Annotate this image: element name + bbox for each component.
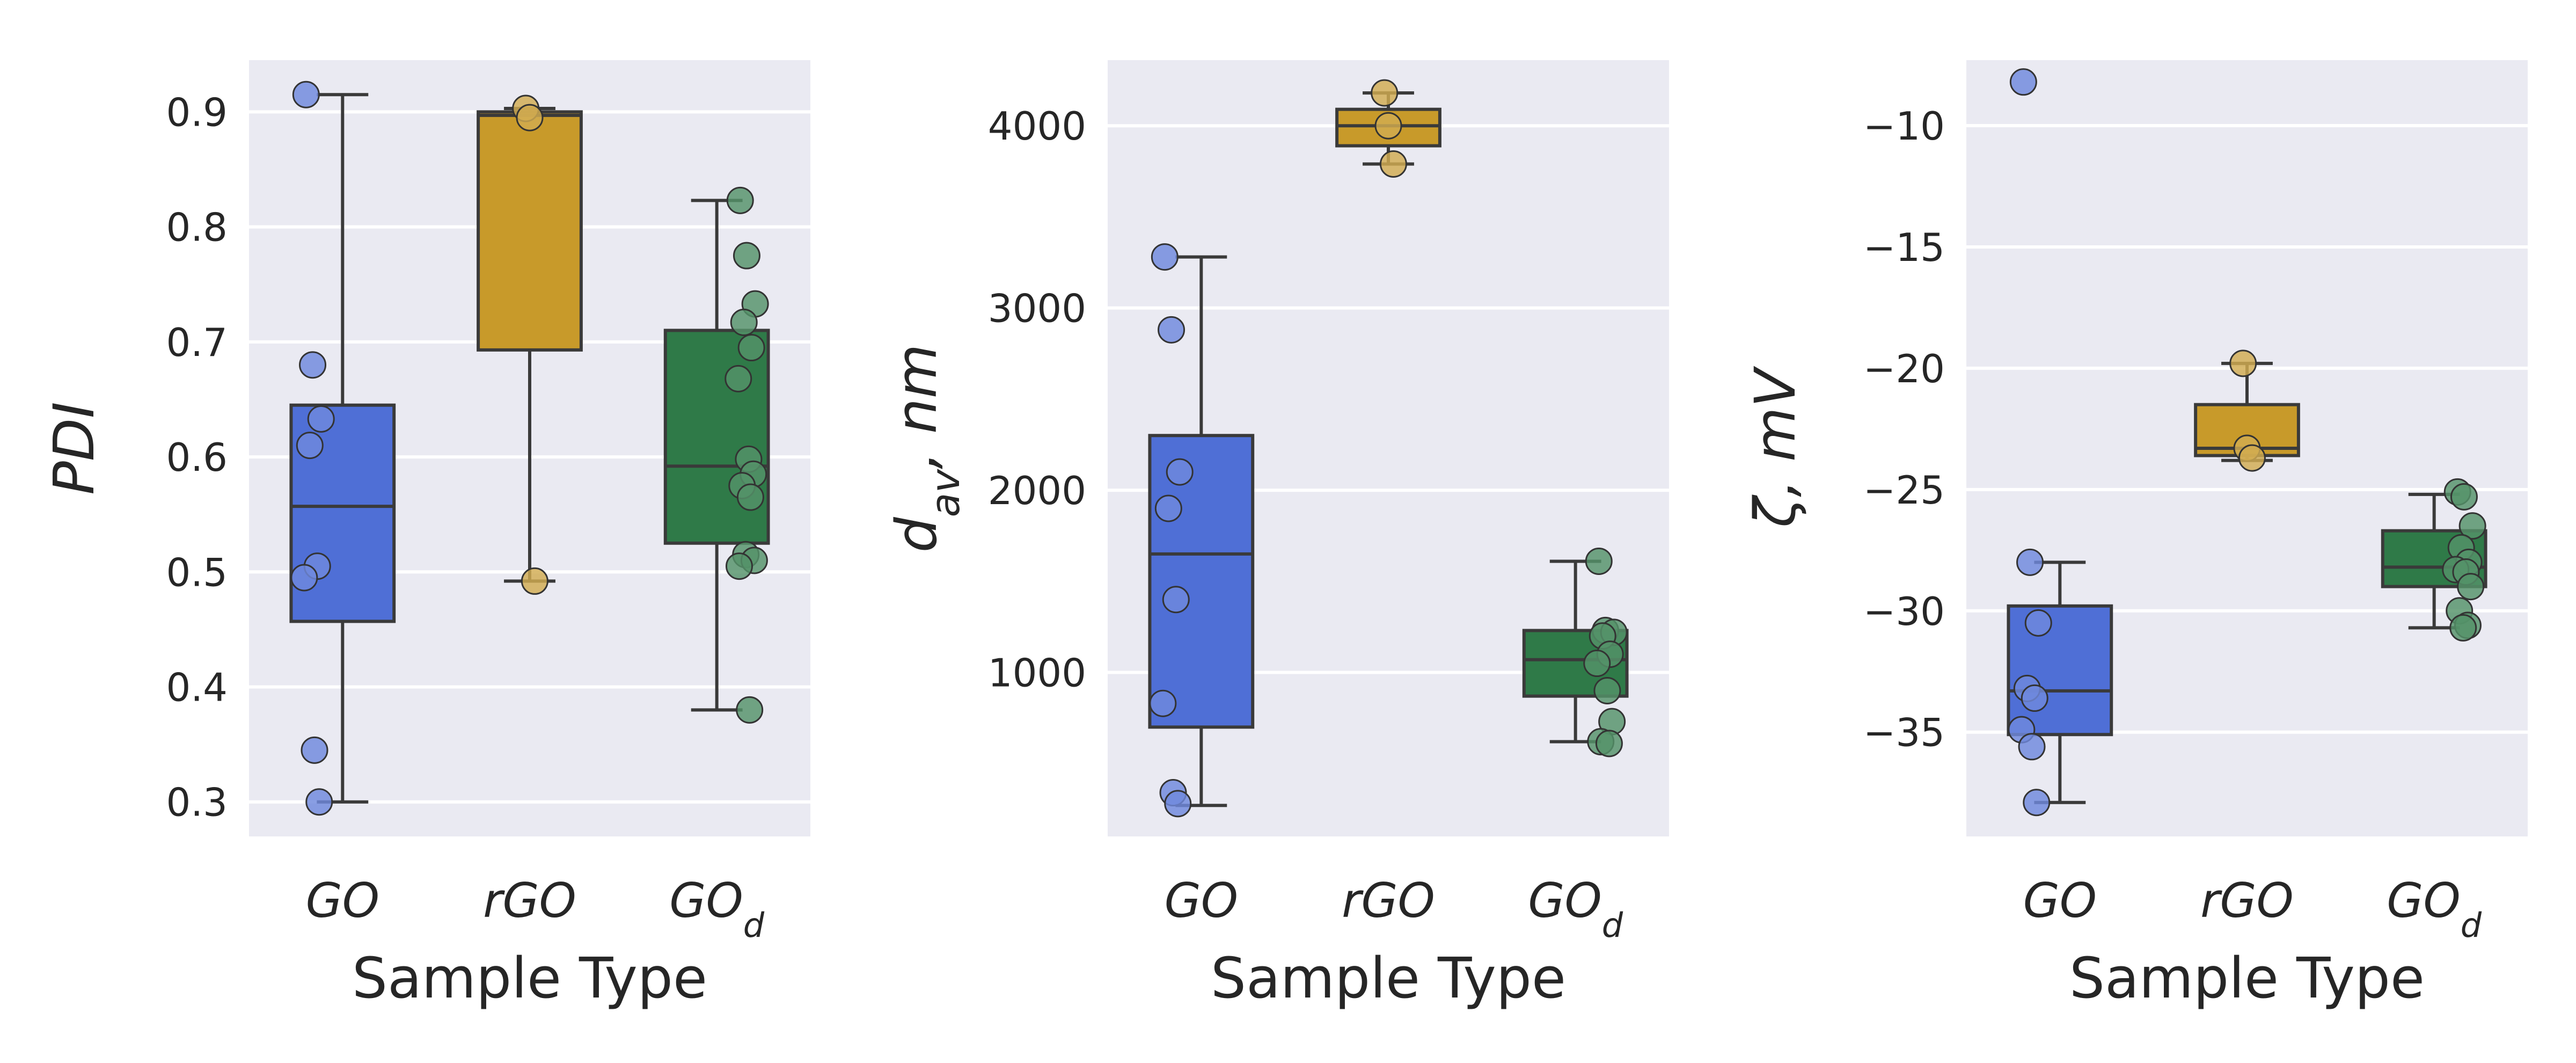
data-point xyxy=(2018,733,2046,761)
data-point xyxy=(1158,316,1185,344)
x-tick-label: GO xyxy=(1165,873,1238,928)
y-axis-label: ζ, mV xyxy=(1743,366,1808,528)
y-axis-label: dav, nm xyxy=(884,344,969,553)
x-tick-label: GOd xyxy=(669,873,764,945)
data-point xyxy=(305,788,333,816)
data-point xyxy=(1593,676,1621,704)
data-point xyxy=(2457,573,2485,601)
y-tick-label: 0.9 xyxy=(166,90,228,135)
data-point xyxy=(2021,684,2048,712)
box-iqr xyxy=(2007,604,2113,737)
data-point xyxy=(726,186,754,214)
x-tick-label: rGO xyxy=(2200,873,2294,928)
x-tick-label: rGO xyxy=(1342,873,1435,928)
data-point xyxy=(299,351,327,379)
y-tick-label: 0.7 xyxy=(166,320,228,365)
data-point xyxy=(1379,150,1407,178)
box-go-d xyxy=(2381,478,2487,642)
x-tick-label: GO xyxy=(2023,873,2097,928)
data-point xyxy=(1374,112,1402,140)
data-point xyxy=(733,242,760,270)
box-iqr xyxy=(663,329,770,545)
data-point xyxy=(730,308,758,336)
y-tick-label: −25 xyxy=(1863,468,1945,513)
box-rgo xyxy=(1335,79,1441,178)
x-axis-label: Sample Type xyxy=(2069,945,2425,1011)
y-tick-label: −15 xyxy=(1863,225,1945,270)
y-tick-label: 0.5 xyxy=(166,550,228,595)
data-point xyxy=(2024,609,2052,637)
box-go-d xyxy=(1522,547,1629,758)
data-point xyxy=(1149,689,1177,717)
data-point xyxy=(516,104,544,132)
box-go xyxy=(2007,68,2113,817)
x-axis-label: Sample Type xyxy=(1211,945,1566,1011)
data-point xyxy=(1583,650,1611,678)
data-point xyxy=(307,405,335,433)
data-point xyxy=(2023,789,2051,817)
data-point xyxy=(737,334,765,362)
data-point xyxy=(2450,483,2478,511)
y-axis-label: PDI xyxy=(41,402,107,494)
data-point xyxy=(724,365,752,392)
data-point xyxy=(2238,444,2266,472)
x-tick-label: GOd xyxy=(1528,873,1623,945)
data-point xyxy=(2229,350,2257,377)
data-point xyxy=(726,552,753,580)
x-axis-label: Sample Type xyxy=(352,945,707,1011)
data-point xyxy=(1164,790,1192,818)
data-point xyxy=(1162,586,1190,614)
data-point xyxy=(2016,548,2044,576)
data-point xyxy=(1166,458,1194,486)
y-tick-label: 3000 xyxy=(988,286,1086,331)
x-tick-label: GO xyxy=(306,873,379,928)
y-tick-label: −35 xyxy=(1863,710,1945,755)
data-point xyxy=(521,567,548,595)
data-point xyxy=(301,736,328,764)
y-tick-label: 0.8 xyxy=(166,205,228,250)
y-tick-label: 1000 xyxy=(988,651,1086,696)
box-iqr xyxy=(477,110,583,352)
data-point xyxy=(1154,494,1182,522)
box-go xyxy=(1148,243,1255,818)
data-point xyxy=(1585,547,1613,575)
box-rgo xyxy=(2194,350,2300,472)
x-tick-label: rGO xyxy=(483,873,576,928)
box-iqr xyxy=(1148,434,1255,729)
box-go xyxy=(289,81,396,816)
data-point xyxy=(1371,79,1399,107)
data-point xyxy=(292,81,320,108)
x-tick-label: GOd xyxy=(2387,873,2482,945)
y-tick-label: −20 xyxy=(1863,346,1945,391)
y-tick-label: 0.3 xyxy=(166,780,228,825)
data-point xyxy=(2458,512,2486,540)
data-point xyxy=(736,696,764,724)
data-point xyxy=(736,483,764,511)
y-tick-label: −10 xyxy=(1863,104,1945,149)
y-tick-label: 0.4 xyxy=(166,665,228,710)
y-tick-label: 2000 xyxy=(988,468,1086,513)
data-point xyxy=(1595,730,1623,758)
data-point xyxy=(296,432,324,460)
data-point xyxy=(1151,243,1179,271)
data-point xyxy=(290,564,318,592)
y-tick-label: −30 xyxy=(1863,589,1945,634)
data-point xyxy=(2009,68,2037,96)
box-rgo xyxy=(477,94,583,595)
box-go-d xyxy=(663,186,770,724)
data-point xyxy=(2449,614,2477,642)
y-tick-label: 0.6 xyxy=(166,435,228,480)
y-tick-label: 4000 xyxy=(988,104,1086,149)
